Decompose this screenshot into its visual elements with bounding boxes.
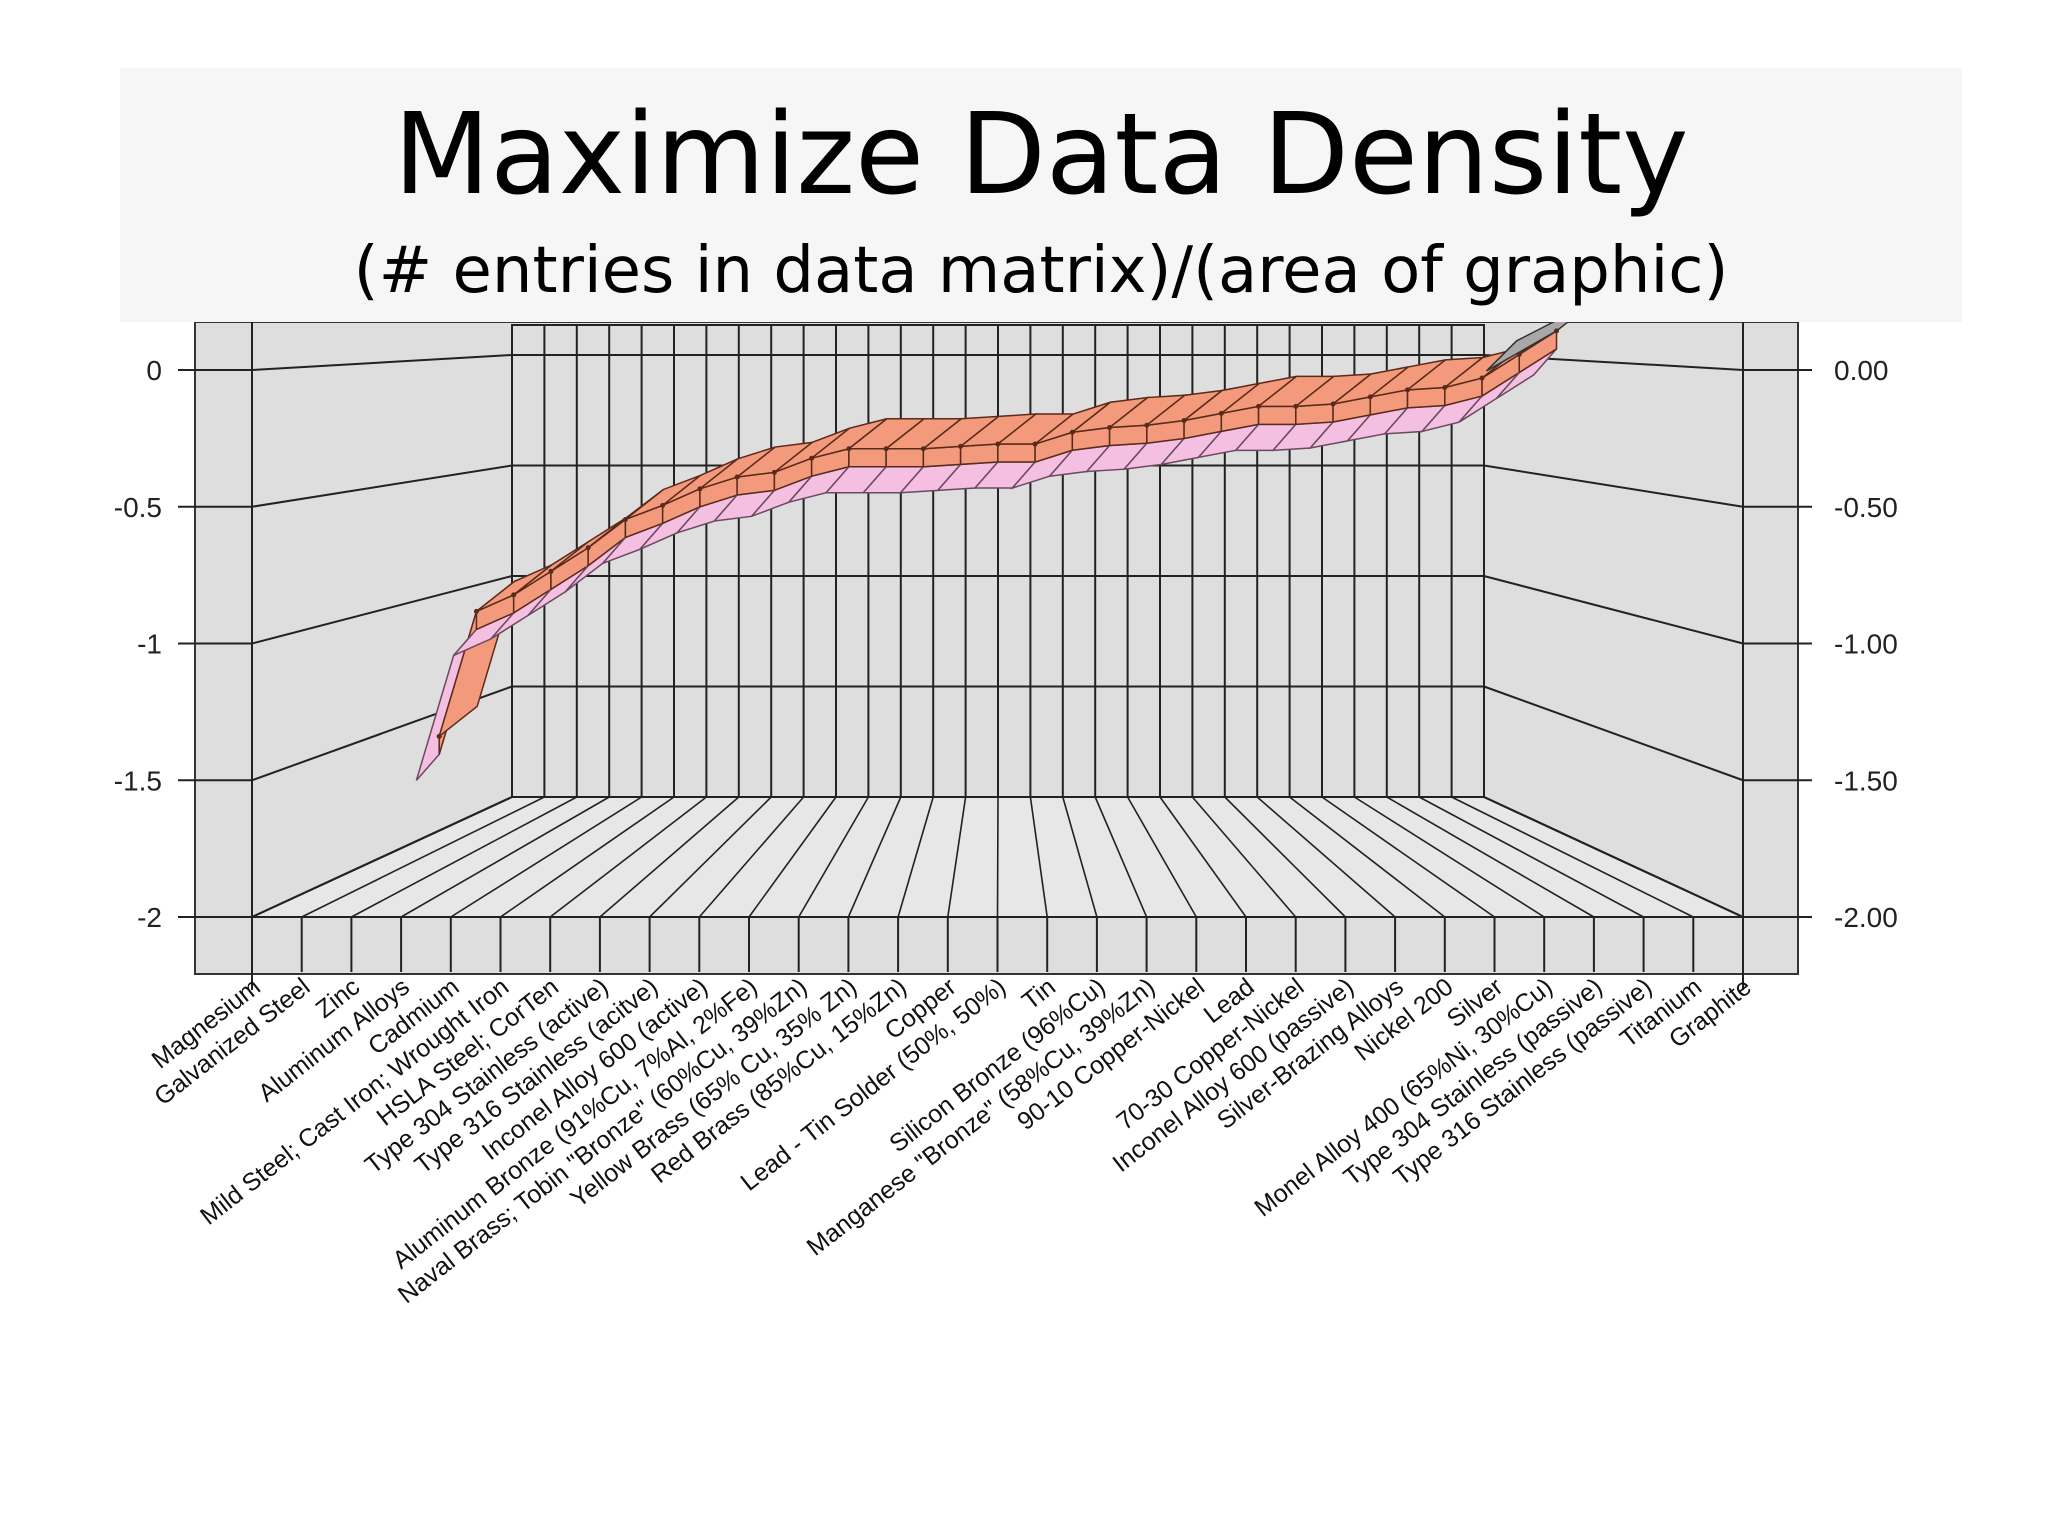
floor-ray [1353,796,1545,918]
data-point [1442,384,1448,390]
y-tick-label-right: -0.50 [1834,492,1898,523]
ribbon-front-segment [959,443,999,466]
data-point [920,446,926,452]
y-tick-label-right: -1.50 [1834,765,1898,796]
y-tick-label-left: -1 [137,629,162,660]
slide-title: Maximize Data Density [393,90,1689,220]
ribbon-front-segment [848,448,887,468]
floor-ray [549,796,707,918]
floor-ray [1256,796,1396,918]
slide-subtitle: (# entries in data matrix)/(area of grap… [353,234,1729,308]
ribbon-front-segment [1295,403,1334,426]
floor-ray [500,796,675,918]
data-point [958,443,964,449]
floor-ray [1483,796,1744,918]
floor-ray [1418,796,1644,918]
ribbon-front-segment [997,443,1036,463]
data-point [809,455,815,461]
floor-ray [1062,796,1098,918]
gridline-left-wall [251,464,513,508]
floor-ray [1321,796,1495,918]
data-point [1218,410,1224,416]
floor-ray [1224,796,1346,918]
y-tick-label-left: -1.5 [114,765,162,796]
floor-ray [1289,796,1446,918]
floor-ray [400,796,610,918]
data-point [771,469,777,475]
ribbon-front-segment [885,448,925,468]
data-point [1405,387,1411,393]
ribbon-front-segment [1406,386,1446,409]
data-point [995,441,1001,447]
floor-ray [748,796,837,918]
floor-ray [251,796,513,918]
data-point [1256,403,1262,409]
floor-ray [1126,796,1197,918]
data-point [1330,401,1336,407]
data-point [734,474,740,480]
floor-ray [351,796,578,918]
title-box: Maximize Data Density (# entries in data… [120,68,1962,322]
floor-ray [599,796,740,918]
floor-ray [301,796,545,918]
data-point [1181,417,1187,423]
floor-ray [1386,796,1595,918]
ribbon-front-segment [1257,405,1297,426]
gridline-left-wall [251,354,513,371]
data-point [436,733,442,739]
ribbon-front-segment [922,445,962,468]
floor-ray [1029,796,1048,918]
data-point [1107,425,1113,431]
y-tick-label-left: 0 [146,355,162,386]
gridline-right-wall [1483,685,1744,782]
floor-ray [897,796,934,918]
data-point [883,446,889,452]
y-tick-label-left: -0.5 [114,492,162,523]
data-point [1554,328,1560,334]
gridline-left-wall [251,575,513,645]
ribbon-front-segment [1108,424,1148,447]
data-point [1479,375,1485,381]
floor-ray [649,796,772,918]
data-point [1032,441,1038,447]
data-point [1069,429,1075,435]
data-point [548,568,554,574]
y-tick-label-right: 0.00 [1834,355,1889,386]
data-point [660,502,666,508]
data-point [1516,351,1522,357]
y-tick-label-right: -1.00 [1834,629,1898,660]
gridline-right-wall [1483,464,1744,508]
y-tick-label-right: -2.00 [1834,902,1898,933]
gridline-right-wall [1483,575,1744,645]
data-point [473,608,479,614]
data-point [622,516,628,522]
floor-ray [1191,796,1297,918]
data-point [585,545,591,551]
data-point [1293,403,1299,409]
data-point [1144,422,1150,428]
floor-ray [1159,796,1247,918]
floor-ray [947,796,967,918]
floor-ray [450,796,643,918]
floor-ray [1451,796,1694,918]
data-point [846,446,852,452]
floor-ray [698,796,805,918]
data-point [511,592,517,598]
floor-ray [996,796,999,918]
floor-ray [1094,796,1148,918]
y-tick-label-left: -2 [137,902,162,933]
floor-ray [798,796,870,918]
data-point [1367,394,1373,400]
floor-ray [847,796,902,918]
data-point [697,486,703,492]
